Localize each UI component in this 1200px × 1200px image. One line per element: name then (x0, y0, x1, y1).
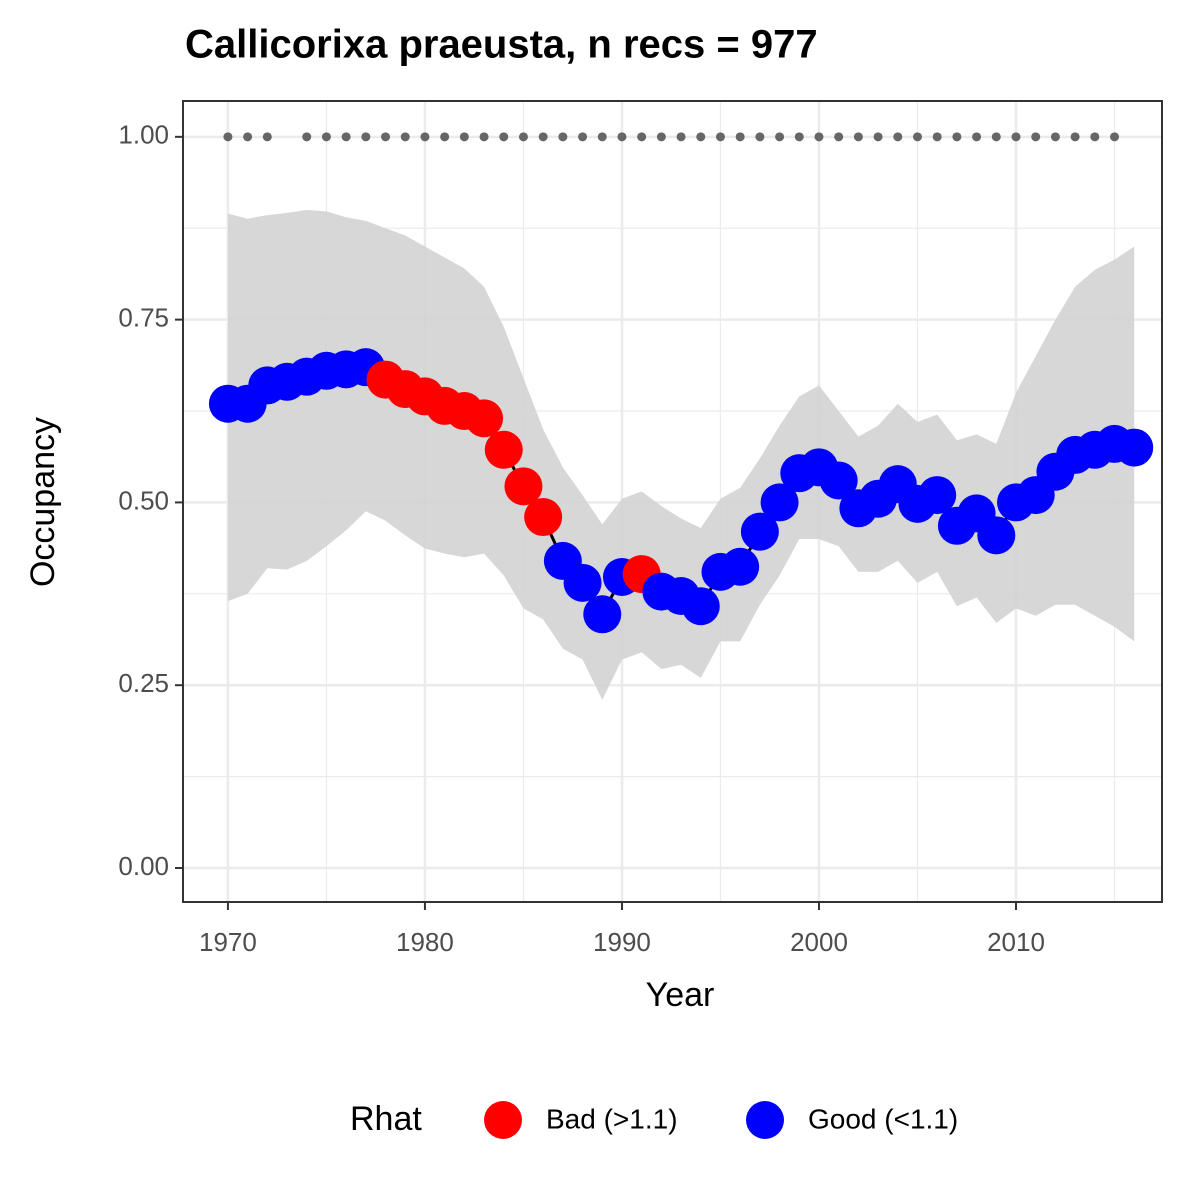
record-dot (912, 132, 922, 142)
record-dot (1011, 132, 1021, 142)
occupancy-point (721, 547, 760, 586)
y-tick-label: 0.00 (118, 851, 169, 881)
legend-label: Bad (>1.1) (546, 1103, 678, 1134)
legend-title: Rhat (350, 1100, 422, 1138)
record-dot (499, 132, 509, 142)
record-dot (853, 132, 863, 142)
occupancy-point (1115, 428, 1154, 467)
occupancy-point (583, 595, 622, 634)
record-dot (991, 132, 1001, 142)
record-dot (735, 132, 745, 142)
record-dot (361, 132, 371, 142)
record-dot (775, 132, 785, 142)
record-dot (243, 132, 253, 142)
y-tick-label: 0.50 (118, 485, 169, 515)
occupancy-point (524, 498, 563, 537)
record-dot (637, 132, 647, 142)
x-axis-label: Year (646, 976, 715, 1014)
occupancy-point (760, 483, 799, 522)
record-dot (656, 132, 666, 142)
record-dot (223, 132, 233, 142)
record-dot (972, 132, 982, 142)
occupancy-point (918, 476, 957, 515)
x-tick-label: 1980 (396, 927, 454, 957)
record-dot (755, 132, 765, 142)
record-dot (932, 132, 942, 142)
y-axis-label: Occupancy (24, 417, 62, 587)
x-tick-label: 1990 (593, 927, 651, 957)
record-dot (1090, 132, 1100, 142)
record-dot (1070, 132, 1080, 142)
record-dot (440, 132, 450, 142)
record-dot (381, 132, 391, 142)
record-dot (893, 132, 903, 142)
record-dot (676, 132, 686, 142)
record-dot (538, 132, 548, 142)
record-dot (341, 132, 351, 142)
occupancy-point (819, 461, 858, 500)
occupancy-point (563, 563, 602, 602)
occupancy-point (465, 399, 504, 438)
record-dot (814, 132, 824, 142)
y-tick-label: 1.00 (118, 120, 169, 150)
y-tick-label: 0.75 (118, 302, 169, 332)
record-dot (1031, 132, 1041, 142)
legend-key (746, 1101, 784, 1139)
occupancy-point (504, 467, 543, 506)
record-dot (479, 132, 489, 142)
confidence-ribbon (227, 209, 1135, 700)
record-dot (302, 132, 312, 142)
x-tick-label: 1970 (199, 927, 257, 957)
record-dot (696, 132, 706, 142)
record-dot (597, 132, 607, 142)
record-dot (794, 132, 804, 142)
x-tick-label: 2000 (790, 927, 848, 957)
record-dot (400, 132, 410, 142)
occupancy-point (977, 516, 1016, 555)
record-dot (873, 132, 883, 142)
record-dot (715, 132, 725, 142)
record-dot (420, 132, 430, 142)
occupancy-point (681, 587, 720, 626)
record-dot (1110, 132, 1120, 142)
record-dot (321, 132, 331, 142)
record-dot (617, 132, 627, 142)
x-tick-label: 2010 (987, 927, 1045, 957)
chart-title: Callicorixa praeusta, n recs = 977 (185, 23, 818, 67)
occupancy-point (484, 430, 523, 469)
legend-key (484, 1101, 522, 1139)
record-dot (952, 132, 962, 142)
legend-label: Good (<1.1) (808, 1103, 958, 1134)
y-tick-label: 0.25 (118, 668, 169, 698)
record-dot (262, 132, 272, 142)
occupancy-point (740, 512, 779, 551)
record-dot (459, 132, 469, 142)
record-dot (558, 132, 568, 142)
record-dot (834, 132, 844, 142)
record-dot (578, 132, 588, 142)
record-dot (1050, 132, 1060, 142)
record-dot (518, 132, 528, 142)
